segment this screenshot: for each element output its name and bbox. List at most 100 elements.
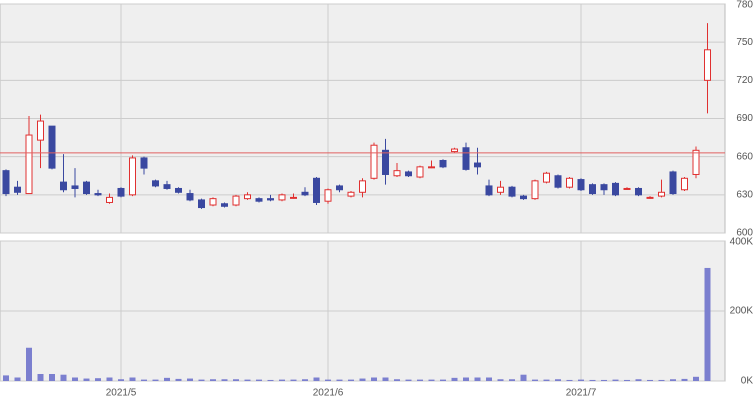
candle-body [382,149,389,175]
volume-bar [532,379,538,381]
volume-bar [589,379,596,381]
volume-bar [359,378,366,381]
candle-body [186,193,194,201]
candle-body [577,179,585,191]
candle-body [704,49,711,81]
volume-bar [486,377,492,381]
volume-bar [463,377,469,381]
volume-bar [509,379,515,381]
candle-body [71,185,79,189]
candle-body [221,203,228,207]
candle-body [94,193,102,196]
candle-body [566,177,573,188]
volume-bar [256,379,262,381]
volume-bar [451,377,458,381]
volume-bar [14,377,21,381]
volume-bar [72,377,78,381]
candle-body [405,171,412,177]
volume-bar [95,378,101,381]
y-tick-label: 400K [730,237,754,248]
volume-bar [325,379,331,381]
candle-body [554,175,562,188]
candle-body [370,144,378,179]
candle-body [692,149,700,175]
volume-bar [336,379,343,381]
volume-bar [658,379,665,381]
y-tick-label: 780 [736,0,753,11]
volume-bar [693,376,699,381]
volume-bar [164,377,170,381]
candle-body [497,186,504,193]
candle-body [520,195,527,200]
candle-body [301,191,309,196]
volume-bar [647,379,653,381]
y-tick-label: 750 [736,37,753,48]
volume-bar [635,379,642,381]
candle-body [290,196,297,199]
volume-bar [106,377,113,381]
volume-bar [543,379,550,381]
candle-body [163,184,171,189]
y-tick-label: 720 [736,75,753,86]
candle-body [612,182,619,196]
volume-bar [520,374,527,381]
candle-body [106,196,113,203]
y-tick-label: 600 [736,228,753,239]
candle-body [635,187,642,196]
volume-bar [348,379,354,381]
candle-body [175,187,182,193]
volume-bar [187,378,193,381]
y-tick-label: 200K [730,306,754,317]
candle-body [531,180,539,200]
volume-bar [601,379,607,381]
volume-bar [612,379,619,381]
candle-body [393,170,401,177]
volume-bar [681,378,688,381]
candle-body [508,186,516,197]
volume-bar [221,379,228,381]
candle-body [14,186,21,193]
volume-bar [152,379,159,381]
y-tick-label: 660 [736,151,753,162]
candle-body [140,157,148,169]
candle-body [347,191,355,197]
candle-body [623,187,631,190]
volume-bar [497,379,504,381]
candle-body [25,134,33,195]
volume-bar [210,379,216,381]
candle-body [129,157,136,196]
volume-bar [3,375,9,381]
volume-bar [704,267,711,381]
x-tick-label: 2021/6 [313,388,344,399]
volume-bar [233,379,239,381]
volume-bar [578,379,584,381]
volume-bar [474,377,481,381]
volume-bar [394,379,400,381]
candle-body [313,177,320,203]
volume-bar [198,379,205,381]
volume-bar [141,379,147,381]
candle-body [117,187,125,197]
candle-body [451,148,458,153]
volume-bar [83,378,90,381]
candle-body [244,194,251,200]
volume-bar [37,374,44,381]
volume-bar [60,374,67,381]
volume-bar [175,378,182,381]
volume-bar [440,379,446,381]
volume-bar [624,379,630,381]
candle-body [48,125,56,169]
volume-bar [313,377,320,381]
candle-body [152,180,159,187]
volume-bar [290,379,297,381]
candle-body [439,159,447,168]
candle-body [485,185,493,196]
candle-body [462,147,470,170]
candle-body [60,181,67,191]
volume-bar [118,379,124,381]
volume-bar [244,379,251,381]
candle-body [669,171,677,195]
volume-bar [417,379,423,381]
volume-bar [670,379,676,381]
